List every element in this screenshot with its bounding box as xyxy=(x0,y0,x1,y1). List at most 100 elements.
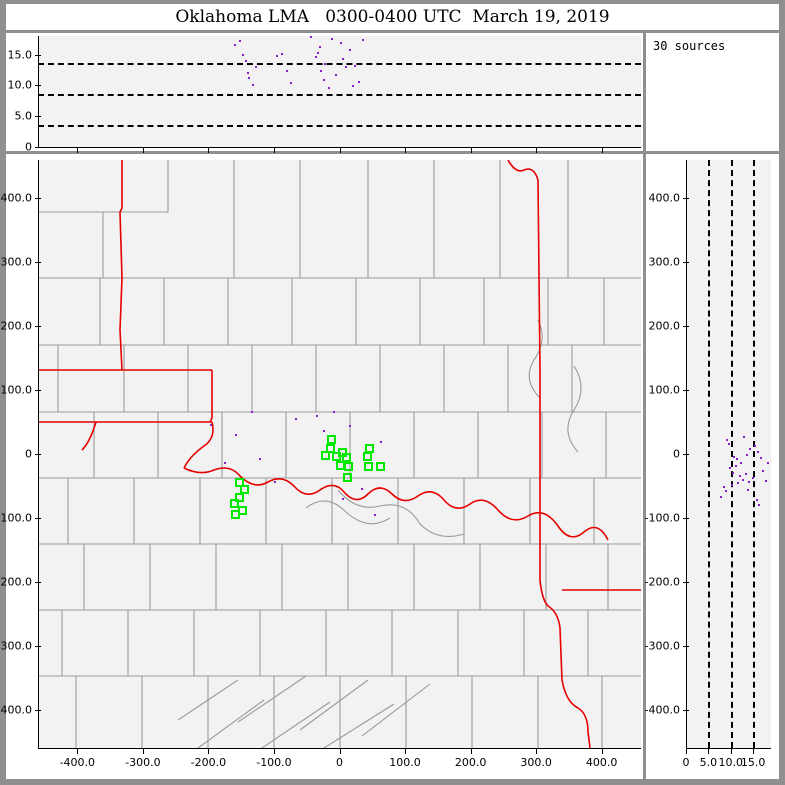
y-tick-label: 100.0 xyxy=(648,383,681,397)
time-height-panel[interactable]: 05.010.015.0 -400.0-300.0-200.0-100.0010… xyxy=(6,33,643,168)
y-tick-label: 400.0 xyxy=(0,191,33,205)
source-dot xyxy=(354,65,357,68)
y-tick-mark xyxy=(35,645,41,647)
x-tick-label: -100.0 xyxy=(256,756,292,769)
y-tick-label: -100.0 xyxy=(644,511,680,525)
x-tick-mark xyxy=(536,748,538,754)
station-marker[interactable] xyxy=(325,444,335,454)
gridline-x-10 xyxy=(730,160,733,748)
source-count-panel: 30 sources xyxy=(646,33,779,151)
source-dot xyxy=(238,39,241,42)
y-tick-mark xyxy=(35,454,41,455)
source-dot xyxy=(246,72,249,74)
source-dot xyxy=(731,472,734,475)
source-dot xyxy=(746,454,749,457)
station-marker[interactable] xyxy=(320,450,330,460)
source-dot xyxy=(744,473,747,476)
x-tick-label: -300.0 xyxy=(125,756,161,769)
y-tick-mark xyxy=(683,390,689,392)
x-tick-mark xyxy=(273,147,275,153)
y-tick-label: 200.0 xyxy=(648,319,681,333)
x-tick-label: -200.0 xyxy=(190,756,227,769)
y-tick-mark xyxy=(35,709,41,711)
x-tick-label: 0 xyxy=(682,756,690,769)
x-tick-mark xyxy=(601,748,603,754)
y-tick-mark xyxy=(35,147,41,148)
source-dot xyxy=(373,514,376,517)
y-tick-label: -200.0 xyxy=(0,575,32,589)
station-marker[interactable] xyxy=(362,452,372,462)
y-tick-mark xyxy=(683,198,689,200)
x-tick-mark xyxy=(77,147,79,153)
source-dot xyxy=(255,65,258,68)
source-dot xyxy=(754,445,757,448)
x-tick-mark xyxy=(142,748,144,754)
source-dot xyxy=(342,497,345,500)
source-dot xyxy=(286,70,289,73)
source-dot xyxy=(318,46,321,49)
x-tick-mark xyxy=(601,147,603,153)
x-tick-label: 5.0 xyxy=(699,756,718,769)
x-tick-label: 0 xyxy=(336,756,343,769)
source-dot xyxy=(342,58,345,61)
source-dot xyxy=(740,461,743,464)
station-marker[interactable] xyxy=(235,492,245,502)
station-marker[interactable] xyxy=(342,472,352,482)
x-tick-mark xyxy=(208,748,210,754)
source-dot xyxy=(280,52,283,55)
source-dot xyxy=(258,458,261,461)
altitude-north-panel[interactable]: -400.0 -300.0 -200.0 -100.0 0 100.0 200.0 300.0… xyxy=(644,154,779,779)
station-marker[interactable] xyxy=(235,478,245,488)
source-dot xyxy=(743,436,746,439)
station-marker[interactable] xyxy=(230,499,240,509)
source-dot xyxy=(295,418,298,421)
y-tick-mark xyxy=(683,326,689,328)
source-dot xyxy=(309,36,312,38)
station-marker[interactable] xyxy=(341,453,351,463)
source-dot xyxy=(328,87,330,90)
source-dot xyxy=(234,433,237,436)
station-marker[interactable] xyxy=(375,462,385,472)
source-dot xyxy=(755,499,758,502)
county-lines xyxy=(38,160,641,748)
station-marker[interactable] xyxy=(327,435,337,445)
source-dot xyxy=(242,53,245,56)
y-tick-label: 100.0 xyxy=(0,383,33,397)
y-tick-mark xyxy=(683,645,689,647)
y-tick-label: -400.0 xyxy=(644,703,680,717)
source-dot xyxy=(339,41,342,44)
y-tick-mark xyxy=(35,326,41,328)
x-tick-mark xyxy=(686,748,687,754)
station-marker[interactable] xyxy=(363,462,373,472)
station-marker[interactable] xyxy=(344,462,354,472)
station-marker[interactable] xyxy=(239,484,249,494)
x-tick-mark xyxy=(77,748,79,754)
y-tick-mark xyxy=(35,262,41,264)
y-tick-label: 0 xyxy=(673,447,680,461)
altitude-north-plot-area[interactable] xyxy=(686,160,771,748)
source-dot xyxy=(738,475,741,478)
y-tick-label: 300.0 xyxy=(648,255,681,269)
source-dot xyxy=(345,66,348,69)
map-panel[interactable]: -400.0 -300.0 -200.0 -100.0 0 100.0 200.0 300.0… xyxy=(0,154,643,779)
time-height-plot-area[interactable] xyxy=(38,36,641,147)
y-tick-label: 0 xyxy=(25,140,32,154)
map-plot-area[interactable] xyxy=(38,160,641,748)
altitude-north-x-axis xyxy=(686,748,771,749)
source-dot xyxy=(748,481,751,484)
station-marker[interactable] xyxy=(231,510,241,520)
source-dot xyxy=(719,496,722,499)
source-dot xyxy=(358,81,361,84)
gridline-x-5 xyxy=(708,160,711,748)
page-title: Oklahoma LMA 0300-0400 UTC March 19, 201… xyxy=(175,7,610,27)
source-dot xyxy=(765,479,768,482)
x-tick-mark xyxy=(730,748,732,754)
title-bar: Oklahoma LMA 0300-0400 UTC March 19, 201… xyxy=(6,4,779,30)
x-tick-mark xyxy=(753,748,755,754)
x-tick-mark xyxy=(339,147,341,153)
gridline-10 xyxy=(38,94,641,97)
source-dot xyxy=(314,55,317,58)
source-dot xyxy=(729,467,732,470)
state-lines xyxy=(38,160,641,748)
